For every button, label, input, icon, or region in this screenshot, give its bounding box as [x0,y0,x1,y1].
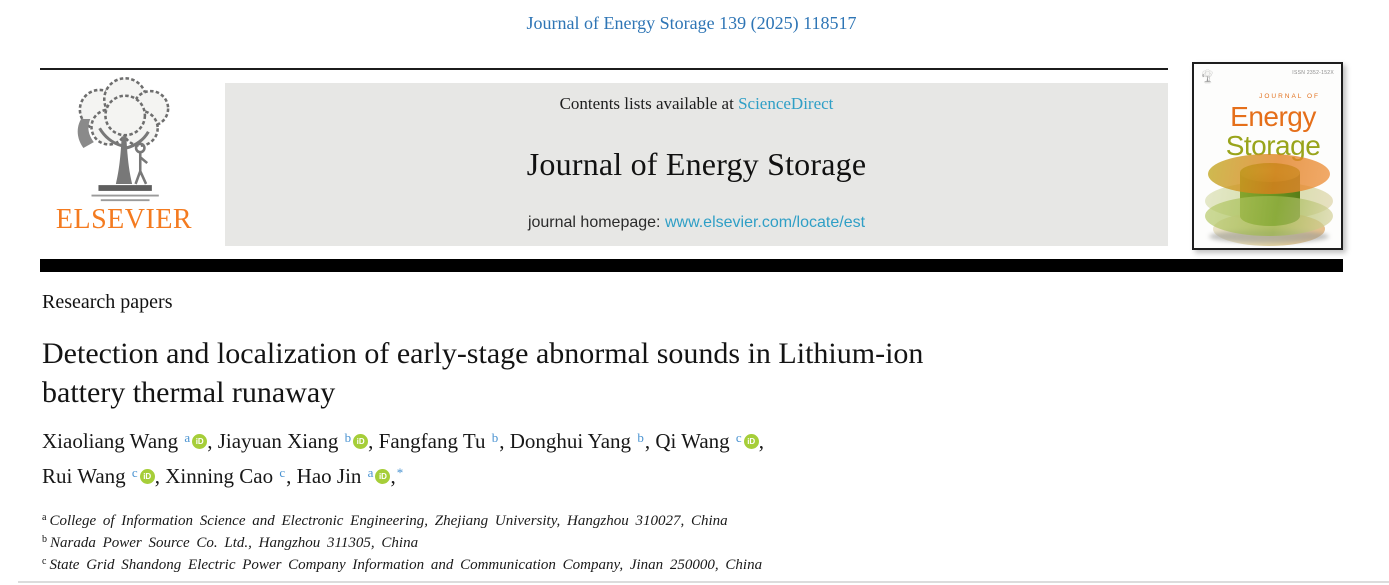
elsevier-wordmark: ELSEVIER [55,204,193,235]
orcid-icon[interactable]: iD [353,434,369,449]
affiliation: c State Grid Shandong Electric Power Comp… [42,556,763,574]
author-affiliation-superscript: a [367,465,374,480]
author: Fangfang Tu b, [378,429,510,453]
corresponding-author-marker: * [396,465,404,480]
cover-disc [1205,196,1333,236]
cover-kicker: JOURNAL OF [1259,93,1320,100]
orcid-icon[interactable]: iD [192,434,208,449]
orcid-icon[interactable]: iD [375,469,391,484]
cover-elsevier-mini-icon [1201,69,1214,84]
journal-citation: Journal of Energy Storage 139 (2025) 118… [526,13,857,33]
author: Xiaoliang Wang a iD, [42,429,218,453]
elsevier-tree-icon [55,76,193,206]
affiliation: a College of Information Science and Elec… [42,512,728,530]
cover-title-energy: Energy [1230,100,1316,132]
affiliation-superscript: c [42,556,47,567]
author-affiliation-superscript: c [735,430,742,445]
section-label: Research papers [42,291,173,313]
homepage-prefix: journal homepage: [527,214,661,231]
author: Hao Jin a iD ,* [296,464,404,488]
article-title: Detection and localization of early-stag… [42,334,1202,412]
elsevier-logo: ELSEVIER [42,74,206,256]
cover-title-block: JOURNAL OF Energy Storage [1212,93,1334,160]
masthead-top-rule [40,68,1168,70]
homepage-link[interactable]: www.elsevier.com/locate/est [664,214,866,231]
contents-prefix: Contents lists available at [559,94,734,113]
bottom-rule [18,581,1389,583]
orcid-icon[interactable]: iD [743,434,759,449]
author-affiliation-superscript: b [344,430,352,445]
sciencedirect-link[interactable]: ScienceDirect [738,94,834,113]
affiliation-superscript: a [42,512,47,523]
affiliation-list: a College of Information Science and Elec… [42,510,762,576]
article-title-line1: Detection and localization of early-stag… [42,337,924,370]
journal-title: Journal of Energy Storage [526,145,867,182]
author: Qi Wang c iD, [655,429,764,453]
affiliation: b Narada Power Source Co. Ltd., Hangzhou … [42,534,419,552]
author: Donghui Yang b, [509,429,656,453]
cover-cylinder-illustration [1205,154,1333,246]
author-affiliation-superscript: a [184,430,191,445]
author: Jiayuan Xiang b iD, [217,429,379,453]
cover-issn: ISSN 2352-152X [1292,70,1334,76]
masthead-banner: Contents lists available at ScienceDirec… [225,83,1168,246]
author-affiliation-superscript: c [279,465,286,480]
orcid-icon[interactable]: iD [139,469,155,484]
author-affiliation-superscript: c [131,465,138,480]
contents-line: Contents lists available at ScienceDirec… [225,94,1168,114]
journal-cover-thumbnail[interactable]: ISSN 2352-152X JOURNAL OF Energy Storage [1192,62,1343,250]
homepage-line: journal homepage: www.elsevier.com/locat… [225,214,1168,232]
article-title-line2: battery thermal runaway [42,376,336,409]
author-affiliation-superscript: b [637,430,644,445]
cover-disc [1208,154,1330,194]
affiliation-superscript: b [42,534,47,545]
author-affiliation-superscript: b [491,430,499,445]
author: Xinning Cao c, [165,464,297,488]
author-list: Xiaoliang Wang a iD, Jiayuan Xiang b iD, F… [42,424,1162,494]
masthead-divider-bar [40,259,1343,272]
author: Rui Wang c iD, [42,464,166,488]
